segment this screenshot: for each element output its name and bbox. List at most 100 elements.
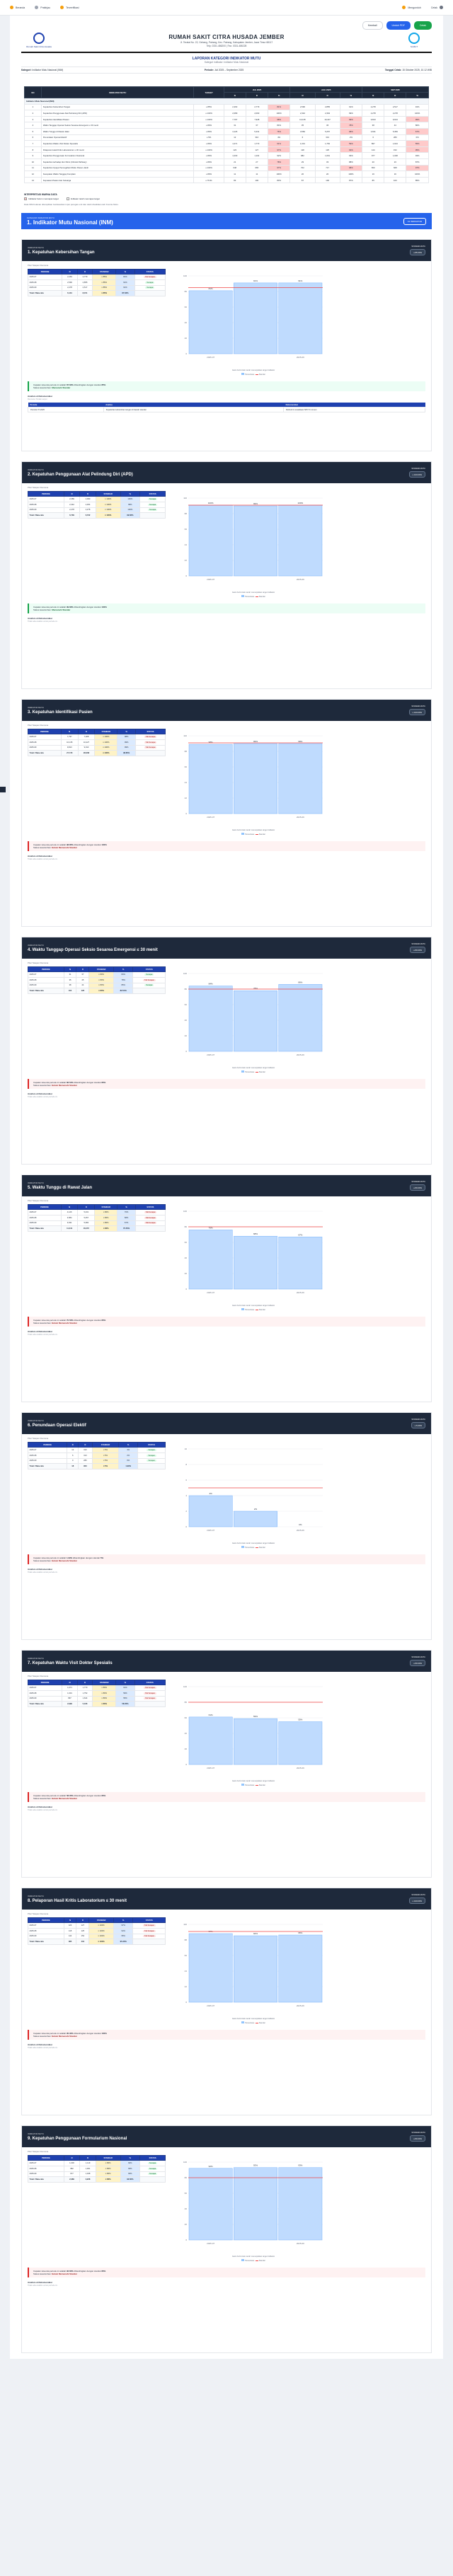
- indicator-count-badge: 13 INDIKATOR: [403, 217, 426, 225]
- row-value: 45: [314, 122, 340, 129]
- back-button[interactable]: Kembali: [362, 21, 383, 30]
- x-tick: 2025-09: [297, 578, 304, 581]
- y-tick: 0: [185, 1763, 187, 1766]
- y-tick: 80: [185, 2176, 188, 2179]
- legend-met: Indikator telah mencapai target: [70, 197, 100, 201]
- row-value: 100: [314, 176, 340, 184]
- cell: 1,770: [82, 1687, 88, 1690]
- col-head: PERIODE: [28, 2155, 64, 2161]
- col-head: PERIODE: [28, 491, 64, 497]
- row-value: 0: [362, 134, 385, 141]
- legend-pct-swatch: [241, 2259, 245, 2262]
- col-head: D: [77, 729, 96, 735]
- col-head: STATUS: [139, 491, 166, 497]
- pdf-button[interactable]: Unduh PDF: [386, 21, 411, 30]
- std-label: STANDAR MUTU: [411, 1894, 425, 1897]
- row-value: 4,126: [223, 127, 246, 135]
- row-value: 20: [314, 171, 340, 178]
- cell: 1,071: [67, 1687, 72, 1690]
- analysis-title: Analisis & Rekomendasi: [28, 1330, 52, 1334]
- std-badge: ≥ 100.00%: [408, 471, 425, 478]
- analysis-empty: Tidak ada analisis untuk periode ini.: [28, 2285, 58, 2287]
- row-value: 81%: [267, 103, 291, 111]
- ach-value: 99.66%: [66, 606, 74, 609]
- total-cell: ≥ 100%: [88, 1939, 114, 1945]
- y-tick: 6: [185, 1479, 187, 1482]
- row-no: 1: [24, 103, 42, 111]
- y-tick: 20: [185, 1272, 188, 1275]
- y-tick: 0: [185, 2239, 187, 2241]
- cell: 5,257: [84, 1216, 89, 1219]
- indicator-card: INDIKATOR MUTU 5. Waktu Tunggu di Rawat J…: [21, 1174, 432, 1403]
- col-head: %: [113, 1917, 134, 1924]
- cell: 99%: [124, 746, 129, 749]
- col-head: D: [79, 2155, 96, 2161]
- y-tick: 40: [185, 1019, 188, 1022]
- col-head: N: [62, 1680, 78, 1686]
- cell: 1,031: [67, 1692, 72, 1694]
- chart-caption: Garis horizontal merah menunjukkan targe…: [231, 1780, 275, 1783]
- total-cell: 27,745: [60, 750, 79, 756]
- ach-std-word: dibandingkan dengan standar: [74, 1319, 101, 1322]
- print-link[interactable]: Cetak: [431, 6, 443, 9]
- row-indicator: Kepatuhan Penggunaan Formularium Nasiona…: [40, 152, 195, 159]
- cell: 2025-07: [29, 1449, 37, 1452]
- row-value: 4%: [267, 134, 291, 141]
- row-value: 97%: [267, 146, 291, 154]
- bar: [278, 1237, 323, 1290]
- bar-label: 81%: [209, 287, 213, 290]
- total-cell: 1.99%: [118, 1463, 138, 1469]
- row-value: 9,913: [384, 115, 407, 123]
- y-tick: 22: [185, 1985, 188, 1988]
- cell: 2025-07: [29, 498, 37, 501]
- row-value: 2,590: [289, 103, 316, 111]
- chart-caption: Garis horizontal merah menunjukkan targe…: [231, 369, 275, 372]
- indicator-card: INDIKATOR MUTU 2. Kepatuhan Penggunaan Al…: [21, 461, 432, 690]
- indicator-card: INDIKATOR MUTU 9. Kepatuhan Penggunaan Fo…: [21, 2125, 432, 2354]
- status-badge: Tercapai: [145, 281, 155, 284]
- bar-label: 78%: [253, 988, 258, 990]
- download-link[interactable]: Mengunduh: [402, 6, 421, 9]
- row-value: 1,031: [289, 140, 316, 147]
- period-row: 2025-07 123 127 ≥ 100% 97% Tdk Tercapai: [28, 1922, 166, 1929]
- cell: 12: [71, 1449, 74, 1452]
- ach-std-word: dibandingkan dengan standar: [74, 1081, 101, 1085]
- analysis-empty: Tidak ada analisis untuk periode ini.: [28, 2047, 58, 2050]
- bar: [188, 744, 233, 814]
- indicator-header: INDIKATOR MUTU 9. Kepatuhan Penggunaan Fo…: [22, 2126, 431, 2148]
- legend-pct: Persentase: [245, 596, 255, 599]
- back-link[interactable]: Beranda: [10, 6, 25, 9]
- preview-link[interactable]: Pratinjau: [35, 6, 50, 9]
- col-head: %: [117, 1204, 136, 1211]
- std-label: STANDAR MUTU: [411, 246, 425, 248]
- row-indicator: Kecepatan Waktu Tanggap Komplain: [40, 171, 195, 178]
- row-value: 3,631: [362, 127, 385, 135]
- print-label: Cetak: [430, 6, 437, 9]
- x-tick: 2025-07: [207, 356, 214, 359]
- simut-logo: SI-MUT: [396, 33, 432, 48]
- status-badge: Tercapai: [148, 503, 158, 506]
- row-value: 10,135: [289, 115, 316, 123]
- legend-std-swatch: [255, 596, 258, 598]
- cell: 2,278: [85, 509, 91, 512]
- row-value: 2,855: [314, 103, 340, 111]
- status-value: Belum Memenuhi Standar: [52, 1559, 77, 1563]
- cell: 2025-09: [29, 1697, 37, 1700]
- col-head: D: [76, 966, 90, 973]
- row-value: 2,089: [223, 110, 246, 117]
- total-cell: ≥ 100%: [95, 512, 121, 519]
- row-value: 84%: [267, 122, 291, 129]
- summary-row: 5 Waktu Tunggu di Rawat Jalan ≥ 80% 4,126 5,…: [24, 127, 429, 135]
- achievement-note: Capaian rata-rata periode ini adalah 58.…: [28, 1792, 425, 1803]
- std-badge: ≤ 5.00%: [411, 1422, 425, 1429]
- print-button[interactable]: Cetak: [413, 21, 432, 30]
- cell: 5,431: [84, 1211, 89, 1214]
- col-target: TARGET: [193, 86, 224, 98]
- row-value: 280: [384, 134, 407, 141]
- bar: [278, 1721, 323, 1765]
- total-label: Total / Rata-rata: [28, 1939, 64, 1945]
- x-tick: 2025-09: [297, 2242, 304, 2245]
- cell: 1,061: [85, 2167, 91, 2170]
- status-value: Memenuhi Standar: [52, 608, 71, 612]
- x-tick: 2025-07: [207, 1767, 214, 1769]
